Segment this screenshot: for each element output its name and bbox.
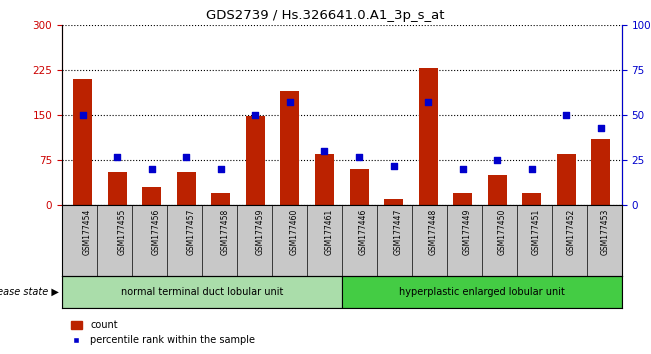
Bar — [592, 139, 611, 205]
Text: GSM177451: GSM177451 — [532, 209, 541, 255]
Bar — [342, 276, 622, 308]
Text: GSM177455: GSM177455 — [117, 209, 126, 255]
Point — [215, 166, 226, 172]
Bar — [453, 193, 472, 205]
Point — [112, 154, 122, 159]
Text: disease state ▶: disease state ▶ — [0, 287, 59, 297]
Bar — [73, 79, 92, 205]
Bar — [281, 91, 299, 205]
Bar — [522, 193, 542, 205]
Bar — [142, 187, 161, 205]
Point — [423, 99, 434, 105]
Text: GSM177454: GSM177454 — [83, 209, 92, 255]
Text: GSM177457: GSM177457 — [186, 209, 195, 255]
Point — [389, 163, 399, 169]
Point — [77, 112, 88, 118]
Bar — [177, 172, 196, 205]
Point — [284, 99, 295, 105]
Bar — [212, 193, 230, 205]
Bar — [488, 175, 506, 205]
Bar — [350, 169, 368, 205]
Text: GSM177447: GSM177447 — [394, 209, 402, 255]
Text: GSM177453: GSM177453 — [601, 209, 610, 255]
Text: GSM177458: GSM177458 — [221, 209, 230, 255]
Point — [458, 166, 468, 172]
Bar — [419, 68, 437, 205]
Point — [146, 166, 157, 172]
Bar — [384, 199, 403, 205]
Bar — [557, 154, 576, 205]
Point — [527, 166, 537, 172]
Text: GSM177460: GSM177460 — [290, 209, 299, 255]
Point — [250, 112, 260, 118]
Point — [354, 154, 365, 159]
Bar — [62, 276, 342, 308]
Text: GSM177449: GSM177449 — [463, 209, 472, 255]
Text: GSM177448: GSM177448 — [428, 209, 437, 255]
Text: GSM177456: GSM177456 — [152, 209, 161, 255]
Point — [596, 125, 606, 131]
Text: GSM177446: GSM177446 — [359, 209, 368, 255]
Point — [561, 112, 572, 118]
Text: GSM177450: GSM177450 — [497, 209, 506, 255]
Text: GSM177461: GSM177461 — [324, 209, 333, 255]
Point — [319, 148, 329, 154]
Text: normal terminal duct lobular unit: normal terminal duct lobular unit — [120, 287, 283, 297]
Text: hyperplastic enlarged lobular unit: hyperplastic enlarged lobular unit — [399, 287, 564, 297]
Point — [181, 154, 191, 159]
Bar — [315, 154, 334, 205]
Bar — [246, 116, 265, 205]
Text: GSM177452: GSM177452 — [566, 209, 575, 255]
Text: GSM177459: GSM177459 — [255, 209, 264, 255]
Bar — [107, 172, 127, 205]
Legend: count, percentile rank within the sample: count, percentile rank within the sample — [66, 316, 259, 349]
Point — [492, 157, 503, 163]
Text: GDS2739 / Hs.326641.0.A1_3p_s_at: GDS2739 / Hs.326641.0.A1_3p_s_at — [206, 9, 445, 22]
